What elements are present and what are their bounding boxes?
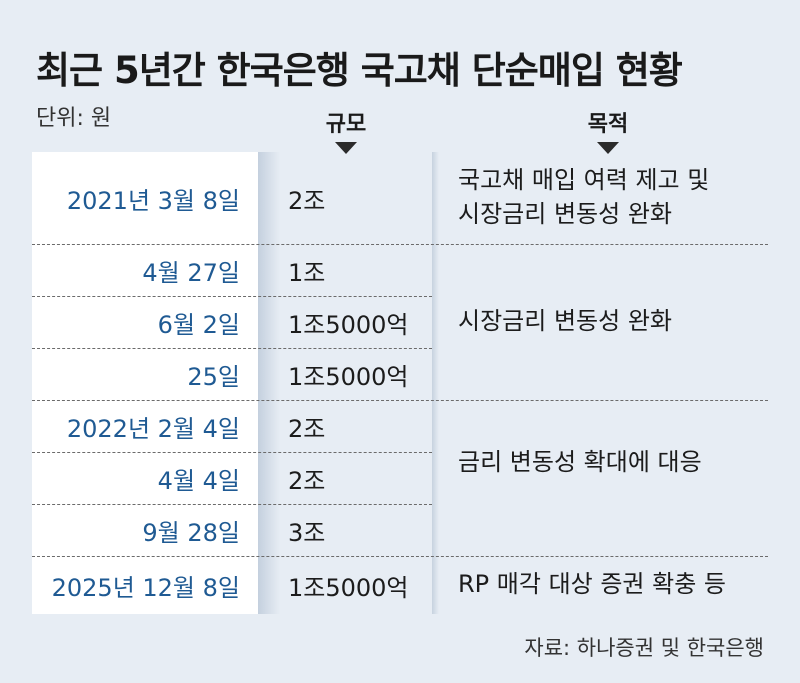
row-date: 6월 2일: [157, 311, 240, 339]
purpose-line: 시장금리 변동성 완화: [458, 307, 672, 335]
row-separator: [32, 504, 432, 505]
column-header-scale: 규모: [286, 106, 406, 154]
row-separator: [32, 452, 432, 453]
unit-label: 단위: 원: [36, 106, 112, 131]
table-row: 4월 4일 2조: [32, 453, 768, 504]
purpose-text: 시장금리 변동성 완화: [458, 304, 672, 338]
purpose-line: 금리 변동성 확대에 대응: [458, 448, 702, 476]
row-scale: 1조5000억: [288, 574, 409, 602]
table-row: 25일 1조5000억: [32, 349, 768, 400]
row-separator: [32, 556, 768, 557]
row-separator: [32, 296, 432, 297]
purpose-text: 국고채 매입 여력 제고 및 시장금리 변동성 완화: [458, 163, 709, 231]
table-row: 2022년 2월 4일 2조: [32, 401, 768, 452]
date-column-background: [32, 152, 258, 614]
table-row: 2025년 12월 8일 1조5000억: [32, 557, 768, 614]
row-date: 25일: [187, 363, 240, 391]
page-title: 최근 5년간 한국은행 국고채 단순매입 현황: [36, 49, 683, 92]
row-scale: 1조: [288, 259, 326, 287]
row-date: 2022년 2월 4일: [66, 415, 240, 443]
row-date: 2021년 3월 8일: [66, 186, 240, 215]
row-scale: 1조5000억: [288, 311, 409, 339]
row-date: 4월 27일: [142, 259, 240, 287]
purpose-line: 시장금리 변동성 완화: [458, 200, 672, 228]
table-row: 4월 27일 1조: [32, 245, 768, 296]
purpose-text: 금리 변동성 확대에 대응: [458, 445, 702, 479]
row-separator: [32, 244, 768, 245]
row-date: 2025년 12월 8일: [51, 574, 240, 602]
purpose-text: RP 매각 대상 증권 확충 등: [458, 567, 726, 601]
row-scale: 2조: [288, 467, 326, 495]
purpose-line: RP 매각 대상 증권 확충 등: [458, 570, 727, 598]
row-separator: [32, 400, 768, 401]
purchase-table: 2021년 3월 8일 2조 4월 27일 1조 6월 2일 1조5000억 2…: [32, 152, 768, 614]
table-row: 6월 2일 1조5000억: [32, 297, 768, 348]
row-scale: 2조: [288, 415, 326, 443]
row-scale: 1조5000억: [288, 363, 409, 391]
source-note: 자료: 하나증권 및 한국은행: [524, 636, 764, 660]
column-header-scale-label: 규모: [325, 112, 367, 137]
column-header-purpose: 목적: [548, 106, 668, 154]
row-date: 4월 4일: [157, 467, 240, 495]
row-separator: [32, 348, 432, 349]
purpose-line: 국고채 매입 여력 제고 및: [458, 166, 710, 194]
column-header-purpose-label: 목적: [587, 112, 629, 137]
row-scale: 2조: [288, 186, 326, 215]
down-arrow-icon: [335, 142, 357, 154]
down-arrow-icon: [597, 142, 619, 154]
table-row: 9월 28일 3조: [32, 505, 768, 556]
table-row: 2021년 3월 8일 2조: [32, 152, 768, 244]
row-date: 9월 28일: [142, 519, 240, 547]
row-scale: 3조: [288, 519, 326, 547]
column-divider-line: [432, 152, 439, 614]
column-divider-shade: [258, 152, 280, 614]
